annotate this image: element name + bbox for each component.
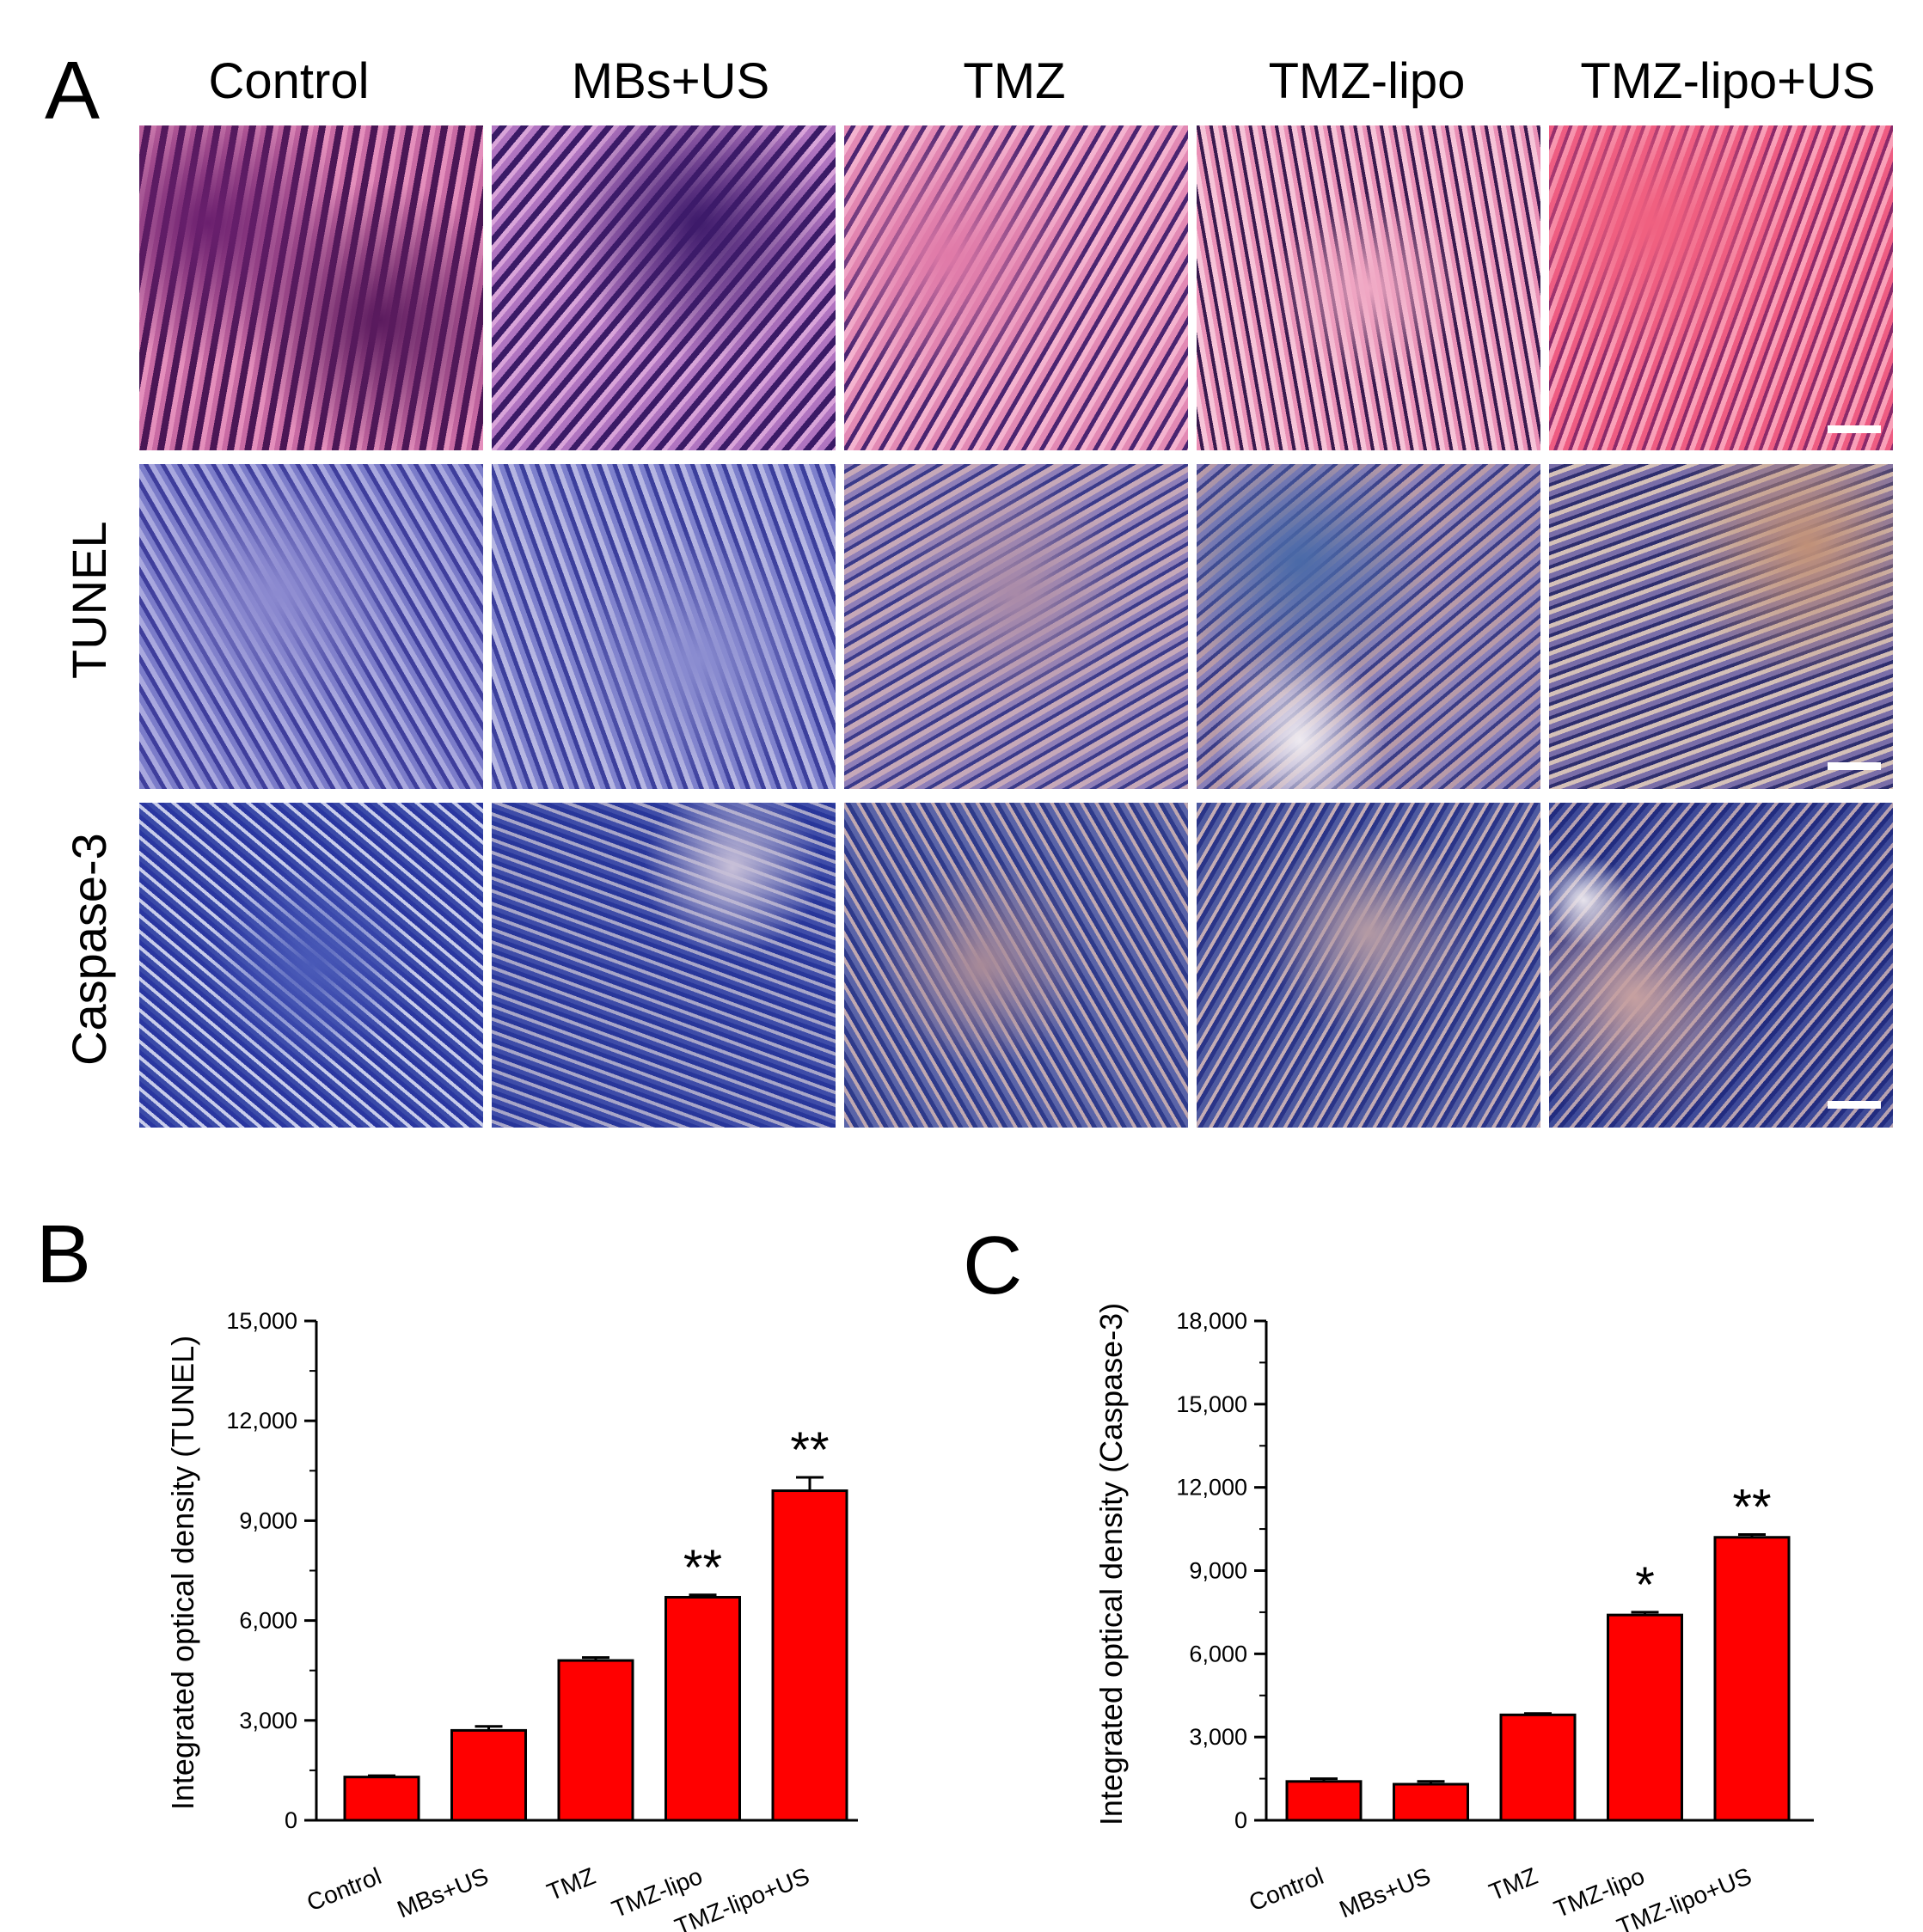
caspase-bar <box>1713 1536 1791 1822</box>
caspase-bar <box>1285 1780 1363 1822</box>
column-header-tmz-lipo-us: TMZ-lipo+US <box>1580 53 1876 109</box>
micrograph-tunel-control <box>139 464 483 789</box>
caspase-bar <box>1499 1713 1577 1822</box>
micrograph-he-tmz-lipo <box>1197 125 1540 450</box>
micrograph-tunel-tmz-lipo-us <box>1549 464 1893 789</box>
caspase-significance-marker: * <box>1635 1557 1655 1613</box>
scale-bar <box>1828 762 1881 770</box>
tunel-x-tick-label: Control <box>303 1862 385 1917</box>
caspase-bar <box>1607 1613 1683 1822</box>
caspase-x-tick-label: TMZ <box>1485 1862 1541 1905</box>
micrograph-he-tmz-lipo-us <box>1549 125 1893 450</box>
tunel-y-tick-label: 0 <box>285 1807 297 1833</box>
micrograph-caspase-tmz-lipo-us <box>1549 803 1893 1128</box>
caspase-y-tick-label: 15,000 <box>1176 1391 1247 1417</box>
column-header-mbs-us: MBs+US <box>571 53 770 109</box>
micrograph-tunel-tmz-lipo <box>1197 464 1540 789</box>
tunel-y-tick-label: 15,000 <box>226 1308 297 1334</box>
tunel-bar <box>450 1728 527 1822</box>
panel-a-letter: A <box>45 45 101 137</box>
caspase-y-tick-label: 18,000 <box>1176 1308 1247 1334</box>
micrograph-he-control <box>139 125 483 450</box>
tunel-y-tick-label: 12,000 <box>226 1408 297 1434</box>
column-header-control: Control <box>208 53 370 109</box>
tunel-bar <box>557 1659 634 1822</box>
tunel-y-axis-label: Integrated optical density (TUNEL) <box>165 1336 200 1810</box>
panel-b-letter: B <box>36 1208 92 1300</box>
caspase-y-tick-label: 9,000 <box>1189 1558 1247 1584</box>
micrograph-he-mbs-us <box>492 125 836 450</box>
micrograph-caspase-tmz <box>844 803 1188 1128</box>
micrograph-he-tmz <box>844 125 1188 450</box>
caspase-bar <box>1393 1782 1469 1822</box>
scale-bar <box>1828 1101 1881 1109</box>
tunel-bar <box>771 1489 848 1822</box>
caspase-significance-marker: ** <box>1732 1480 1771 1536</box>
micrograph-caspase-control <box>139 803 483 1128</box>
tunel-y-tick-label: 9,000 <box>239 1507 297 1533</box>
tunel-x-tick-label: TMZ <box>543 1862 599 1905</box>
tunel-bar <box>664 1595 741 1822</box>
scale-bar <box>1828 425 1881 433</box>
caspase-y-tick-label: 3,000 <box>1189 1724 1247 1750</box>
tunel-bar <box>343 1776 420 1822</box>
caspase-y-axis-label: Integrated optical density (Caspase-3) <box>1093 1303 1129 1825</box>
tunel-significance-marker: ** <box>683 1540 722 1596</box>
tunel-y-tick-label: 6,000 <box>239 1608 297 1634</box>
caspase-y-tick-label: 6,000 <box>1189 1641 1247 1666</box>
caspase-x-tick-label: Control <box>1246 1862 1327 1917</box>
caspase-y-tick-label: 12,000 <box>1176 1475 1247 1501</box>
micrograph-tunel-mbs-us <box>492 464 836 789</box>
caspase-y-tick-label: 0 <box>1234 1807 1247 1833</box>
micrograph-caspase-tmz-lipo <box>1197 803 1540 1128</box>
caspase-x-tick-label: MBs+US <box>1336 1862 1435 1923</box>
column-header-tmz-lipo: TMZ-lipo <box>1268 53 1466 109</box>
column-header-tmz: TMZ <box>963 53 1066 109</box>
tunel-x-tick-label: MBs+US <box>394 1862 493 1923</box>
tunel-y-tick-label: 3,000 <box>239 1708 297 1733</box>
panel-c-letter: C <box>963 1220 1023 1311</box>
micrograph-tunel-tmz <box>844 464 1188 789</box>
micrograph-caspase-mbs-us <box>492 803 836 1128</box>
tunel-significance-marker: ** <box>790 1422 829 1478</box>
